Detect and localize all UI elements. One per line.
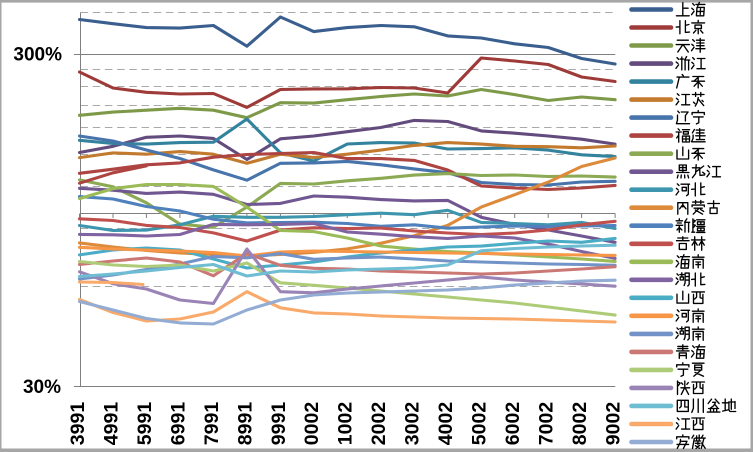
svg-text:9991: 9991 — [268, 402, 290, 446]
svg-text:2002: 2002 — [368, 402, 390, 446]
svg-text:300%: 300% — [13, 45, 62, 66]
svg-text:8991: 8991 — [234, 402, 256, 446]
svg-text:30%: 30% — [23, 377, 61, 398]
svg-text:3991: 3991 — [67, 402, 89, 446]
svg-text:7991: 7991 — [201, 402, 223, 446]
svg-text:6991: 6991 — [167, 402, 189, 446]
svg-text:6002: 6002 — [502, 402, 524, 446]
svg-text:3002: 3002 — [402, 402, 424, 446]
svg-text:9002: 9002 — [603, 402, 625, 446]
svg-text:5991: 5991 — [134, 402, 156, 446]
svg-text:1002: 1002 — [335, 402, 357, 446]
svg-text:4002: 4002 — [435, 402, 457, 446]
svg-text:0002: 0002 — [301, 402, 323, 446]
svg-text:8002: 8002 — [569, 402, 591, 446]
svg-text:5002: 5002 — [469, 402, 491, 446]
svg-text:7002: 7002 — [536, 402, 558, 446]
svg-text:4991: 4991 — [100, 402, 122, 446]
